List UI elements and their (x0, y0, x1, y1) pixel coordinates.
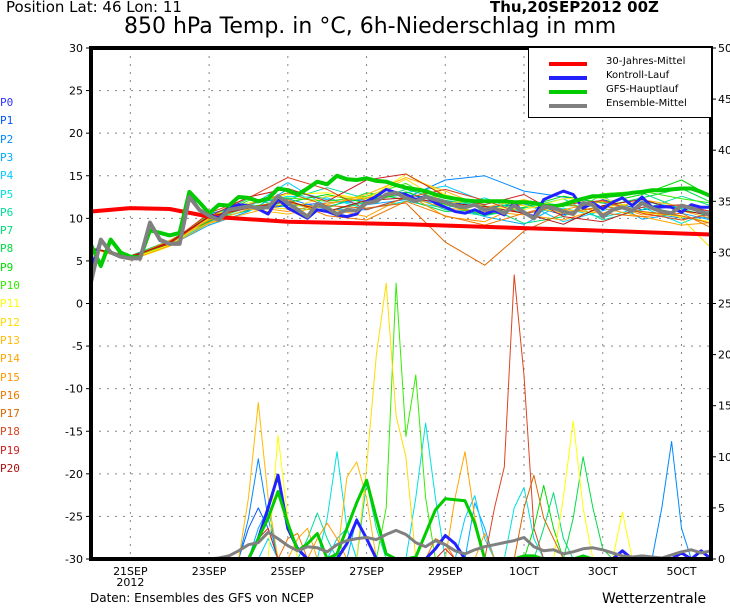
legend-swatch (549, 90, 587, 94)
x-tick-label: 5OCT (666, 565, 696, 578)
left-tick-label: 30 (69, 42, 83, 55)
legend: 30-Jahres-Mittel Kontroll-Lauf GFS-Hauptla… (528, 48, 711, 118)
x-tick-label: 27SEP (349, 565, 384, 578)
x-tick-label: 1OCT (509, 565, 539, 578)
left-tick-label: -20 (65, 468, 83, 481)
precip-series (91, 274, 712, 561)
legend-swatch (549, 76, 587, 80)
run-date-label: Thu,20SEP2012 00Z (490, 0, 659, 16)
left-tick-label: 15 (69, 170, 83, 183)
right-tick-label: 25 (718, 298, 730, 311)
legend-swatch (549, 62, 587, 66)
left-tick-label: -5 (72, 340, 83, 353)
right-tick-label: 10 (718, 451, 730, 464)
member-label-p11: P11 (0, 297, 20, 311)
member-precip-line-p2 (91, 441, 711, 560)
member-precip-line-p14 (91, 451, 711, 560)
data-source-label: Daten: Ensembles des GFS von NCEP (90, 591, 314, 605)
member-precip-line-p11 (91, 420, 711, 560)
legend-label: Kontroll-Lauf (606, 70, 670, 81)
member-label-p20: P20 (0, 462, 20, 475)
legend-label: GFS-Hauptlauf (606, 84, 679, 95)
x-tick-label: 21SEP (113, 565, 148, 578)
right-tick-label: 40 (718, 144, 730, 157)
member-precip-line-p18 (91, 274, 711, 560)
x-tick-label: 3OCT (588, 565, 618, 578)
legend-swatch (549, 104, 587, 108)
member-label-p2: P2 (0, 132, 14, 146)
right-tick-label: 50 (718, 42, 730, 55)
member-precip-line-p8 (91, 456, 711, 560)
left-tick-label: -25 (65, 510, 83, 523)
chart-title: 850 hPa Temp. in °C, 6h-Niederschlag in … (124, 14, 617, 39)
member-label-p12: P12 (0, 315, 20, 329)
member-label-p16: P16 (0, 388, 20, 402)
left-tick-label: -30 (65, 553, 83, 566)
member-label-p5: P5 (0, 187, 14, 201)
member-label-p1: P1 (0, 114, 14, 128)
right-tick-label: 45 (718, 93, 730, 106)
member-label-p9: P9 (0, 260, 14, 274)
left-tick-label: -15 (65, 425, 83, 438)
left-tick-label: 0 (76, 298, 83, 311)
member-precip-line-p6 (91, 481, 711, 560)
x-tick-sublabel: 2012 (116, 576, 144, 589)
member-precip-line-p17 (91, 474, 711, 560)
left-tick-label: 25 (69, 85, 83, 98)
right-tick-label: 30 (718, 246, 730, 259)
mean-temp-line (89, 190, 712, 283)
member-precip-line-p4 (91, 495, 711, 560)
plot-frame (89, 46, 713, 561)
member-label-p14: P14 (0, 352, 20, 366)
member-label-p10: P10 (0, 279, 20, 292)
member-precip-line-p5 (91, 422, 711, 560)
member-label-p0: P0 (0, 96, 14, 109)
x-tick-label: 29SEP (428, 565, 463, 578)
control-precip-line (91, 473, 712, 561)
grid (91, 48, 711, 559)
axes: 302520151050-5-10-15-20-25-3050454035302… (65, 42, 730, 589)
temp-series (89, 173, 712, 283)
member-label-p8: P8 (0, 242, 14, 256)
left-tick-label: 10 (69, 212, 83, 225)
member-label-p6: P6 (0, 205, 14, 219)
member-precip-line-p9 (91, 484, 711, 560)
member-label-p3: P3 (0, 150, 14, 164)
gfs-precip-line (91, 478, 711, 561)
legend-label: 30-Jahres-Mittel (606, 56, 686, 67)
member-label-p18: P18 (0, 425, 20, 439)
right-tick-label: 15 (718, 400, 730, 413)
member-label-p17: P17 (0, 407, 20, 421)
x-tick-label: 25SEP (271, 565, 306, 578)
member-precip-line-p10 (91, 282, 711, 560)
member-label-p13: P13 (0, 333, 20, 347)
member-label-p7: P7 (0, 224, 14, 238)
right-tick-label: 35 (718, 195, 730, 208)
climate-mean-line (90, 206, 712, 237)
right-tick-label: 0 (718, 553, 725, 566)
right-tick-label: 20 (718, 349, 730, 362)
left-tick-label: 20 (69, 127, 83, 140)
legend-label: Ensemble-Mittel (606, 98, 687, 109)
x-tick-label: 23SEP (192, 565, 227, 578)
position-label: Position Lat: 46 Lon: 11 (6, 0, 182, 16)
member-precip-line-p12 (91, 282, 711, 560)
brand-label: Wetterzentrale (602, 591, 707, 607)
member-label-p15: P15 (0, 370, 20, 384)
left-tick-label: -10 (65, 383, 83, 396)
member-precip-line-p7 (91, 492, 711, 560)
right-tick-label: 5 (718, 502, 725, 515)
member-label-p19: P19 (0, 443, 20, 457)
member-label-p4: P4 (0, 169, 14, 183)
gfs-temp-line (89, 173, 712, 268)
left-tick-label: 5 (76, 255, 83, 268)
